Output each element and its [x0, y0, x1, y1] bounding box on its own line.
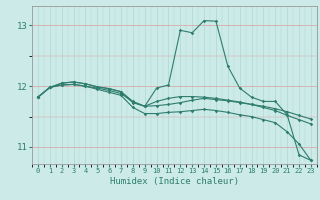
X-axis label: Humidex (Indice chaleur): Humidex (Indice chaleur) [110, 177, 239, 186]
